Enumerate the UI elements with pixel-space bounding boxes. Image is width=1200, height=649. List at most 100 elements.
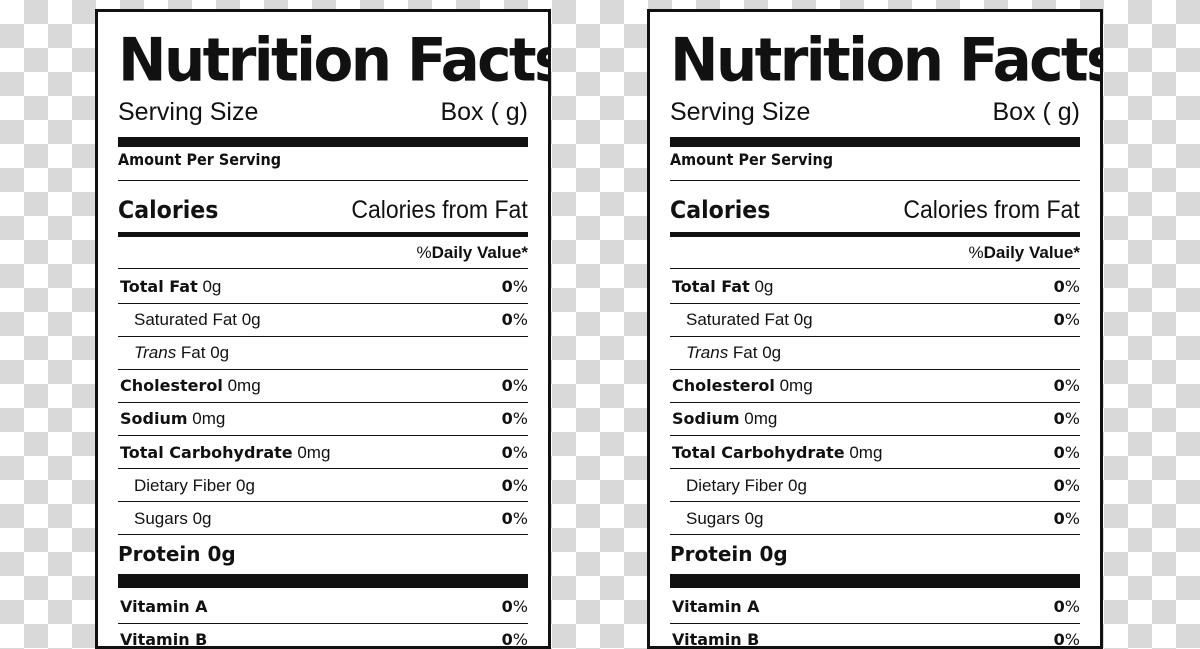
percent-sign: % xyxy=(512,630,528,649)
label-title: Nutrition Facts xyxy=(118,24,551,96)
percent-value: 0 xyxy=(1053,376,1065,396)
nutrient-row: Sugars 0g 0% xyxy=(670,502,1080,535)
nutrient-name: Sodium 0mg xyxy=(672,402,777,435)
daily-value-header: %Daily Value* xyxy=(968,240,1080,266)
percent-sign: % xyxy=(512,277,528,296)
nutrient-amount: Dietary Fiber 0g xyxy=(134,475,255,495)
nutrient-name-bold: Total Carbohydrate xyxy=(672,442,845,462)
percent-sign: % xyxy=(512,376,528,396)
nutrient-row: Sodium 0mg 0% xyxy=(670,402,1080,435)
nutrient-percent: 0% xyxy=(502,469,528,502)
nutrient-percent: 0% xyxy=(1054,303,1080,336)
nutrient-amount: Saturated Fat 0g xyxy=(686,310,813,330)
amount-per-serving: Amount Per Serving xyxy=(670,150,833,169)
nutrient-percent: 0% xyxy=(502,502,528,535)
percent-value: 0 xyxy=(501,630,513,649)
calories-row: Calories Calories from Fat xyxy=(670,188,1080,232)
nutrient-name: Total Carbohydrate 0mg xyxy=(120,436,330,469)
nutrient-name-bold: Sodium xyxy=(672,409,740,429)
percent-sign: % xyxy=(512,310,528,330)
nutrient-amount: Sugars 0g xyxy=(134,508,212,528)
divider xyxy=(670,435,1080,436)
nutrient-row: Trans Fat 0g xyxy=(118,336,528,369)
nutrient-row: Saturated Fat 0g 0% xyxy=(670,303,1080,336)
divider xyxy=(118,180,528,181)
percent-value: 0 xyxy=(501,442,513,462)
percent-value: 0 xyxy=(1053,630,1065,649)
nutrient-percent: 0% xyxy=(502,270,528,303)
amount-per-serving: Amount Per Serving xyxy=(118,150,281,169)
nutrient-amount: 0g xyxy=(197,277,222,296)
thick-divider xyxy=(118,137,528,147)
nutrient-row: Sodium 0mg 0% xyxy=(118,402,528,435)
divider xyxy=(118,468,528,470)
percent-sign: % xyxy=(1064,597,1080,616)
nutrient-name-italic: Trans xyxy=(134,343,177,363)
percent-sign: % xyxy=(1064,409,1080,429)
percent-sign: % xyxy=(512,409,528,429)
vitamin-percent: 0% xyxy=(1053,623,1080,649)
nutrient-name: Cholesterol 0mg xyxy=(120,369,261,402)
nutrient-name-bold: Cholesterol xyxy=(672,376,775,396)
thick-divider xyxy=(670,137,1080,147)
percent-sign: % xyxy=(1064,442,1080,462)
vitamin-row: Vitamin B 0% xyxy=(118,623,528,649)
nutrient-amount: Fat 0g xyxy=(176,343,230,363)
percent-sign: % xyxy=(512,442,528,462)
nutrient-percent: 0% xyxy=(1054,270,1080,303)
nutrient-amount: Dietary Fiber 0g xyxy=(686,475,807,495)
label-title: Nutrition Facts xyxy=(670,24,1103,96)
nutrient-name-bold: Total Fat xyxy=(672,277,750,296)
medium-divider xyxy=(118,232,528,237)
nutrient-name-bold: Cholesterol xyxy=(120,376,223,396)
nutrient-name: Sugars 0g xyxy=(686,502,764,535)
nutrient-name: Cholesterol 0mg xyxy=(672,369,813,402)
percent-value: 0 xyxy=(1053,310,1065,330)
vitamin-name-label: Vitamin B xyxy=(120,630,208,649)
vitamin-name: Vitamin B xyxy=(120,623,208,649)
nutrient-name: Sugars 0g xyxy=(134,502,212,535)
serving-size-row: Serving Size Box ( g) xyxy=(118,94,528,130)
calories-label: Calories xyxy=(670,196,771,224)
percent-sign: % xyxy=(512,597,528,616)
vitamin-percent: 0% xyxy=(502,590,528,623)
vitamin-name-label: Vitamin A xyxy=(672,597,760,616)
percent-value: 0 xyxy=(501,597,513,616)
percent-sign: % xyxy=(512,508,528,528)
nutrient-row: Total Fat 0g 0% xyxy=(670,270,1080,303)
nutrient-name-bold: Total Carbohydrate xyxy=(120,442,293,462)
divider xyxy=(670,534,1080,535)
nutrient-name: Dietary Fiber 0g xyxy=(134,469,255,502)
percent-sign: % xyxy=(1064,376,1080,396)
nutrient-amount: 0mg xyxy=(222,376,261,396)
divider xyxy=(118,268,528,269)
divider xyxy=(670,268,1080,269)
nutrient-amount: 0mg xyxy=(774,376,813,396)
percent-value: 0 xyxy=(1053,475,1065,495)
percent-value: 0 xyxy=(501,376,513,396)
nutrient-row: Saturated Fat 0g 0% xyxy=(118,303,528,336)
nutrient-amount: 0mg xyxy=(844,442,883,462)
nutrient-amount: 0mg xyxy=(292,442,331,462)
nutrient-percent: 0% xyxy=(502,369,528,402)
divider xyxy=(118,335,528,337)
nutrient-percent: 0% xyxy=(1054,369,1080,402)
thick-divider xyxy=(118,574,528,588)
divider xyxy=(118,368,528,370)
nutrient-name: Sodium 0mg xyxy=(120,402,225,435)
nutrient-percent: 0% xyxy=(1054,469,1080,502)
nutrient-name: Dietary Fiber 0g xyxy=(686,469,807,502)
nutrient-name-bold: Total Fat xyxy=(120,277,198,296)
nutrient-name: Trans Fat 0g xyxy=(134,336,229,369)
divider xyxy=(118,401,528,403)
percent-value: 0 xyxy=(501,409,513,429)
divider xyxy=(118,534,528,535)
vitamin-name: Vitamin A xyxy=(672,590,760,623)
nutrient-row: Cholesterol 0mg 0% xyxy=(118,369,528,402)
percent-sign: % xyxy=(1064,277,1080,296)
vitamin-row: Vitamin A 0% xyxy=(670,590,1080,623)
vitamin-row: Vitamin A 0% xyxy=(118,590,528,623)
nutrient-amount: Sugars 0g xyxy=(686,508,764,528)
nutrient-percent: 0% xyxy=(1054,502,1080,535)
vitamin-name-label: Vitamin B xyxy=(672,630,760,649)
